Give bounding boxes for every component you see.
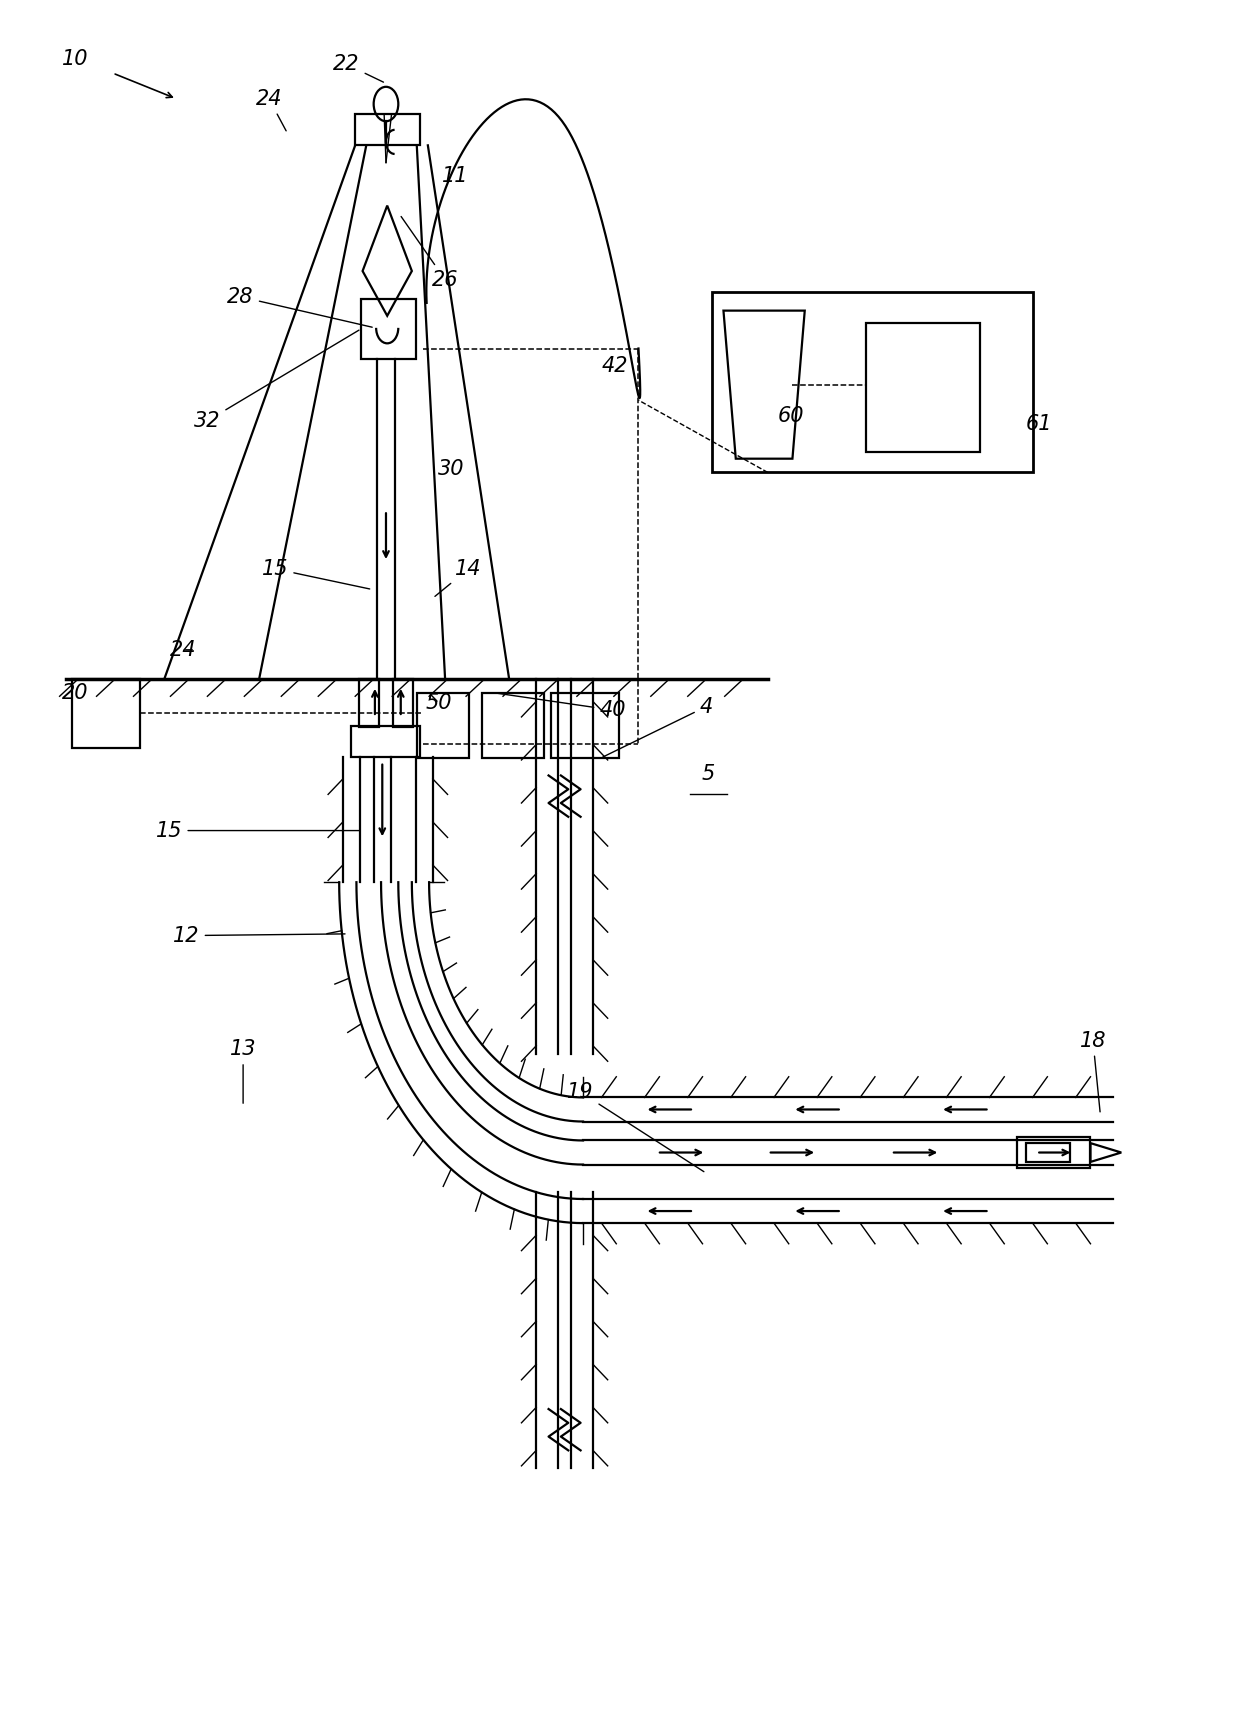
Text: 26: 26 bbox=[401, 216, 459, 289]
Bar bbox=[417, 692, 469, 758]
Text: 40: 40 bbox=[497, 694, 626, 720]
Bar bbox=[1017, 1137, 1090, 1168]
Text: 10: 10 bbox=[62, 48, 89, 69]
Bar bbox=[351, 725, 420, 756]
Text: 61: 61 bbox=[1025, 413, 1052, 434]
Bar bbox=[482, 692, 543, 758]
Bar bbox=[393, 680, 413, 727]
Bar bbox=[551, 692, 619, 758]
Text: 22: 22 bbox=[334, 54, 383, 81]
Text: 32: 32 bbox=[195, 330, 358, 431]
Bar bbox=[712, 292, 1033, 472]
Bar bbox=[361, 299, 415, 358]
Bar bbox=[72, 680, 140, 747]
Text: 30: 30 bbox=[438, 458, 465, 479]
Text: 60: 60 bbox=[777, 405, 805, 426]
Text: 20: 20 bbox=[62, 680, 89, 702]
Text: 42: 42 bbox=[601, 356, 629, 375]
Text: 5: 5 bbox=[702, 763, 715, 784]
Bar bbox=[358, 680, 378, 727]
Bar bbox=[867, 324, 980, 452]
Text: 12: 12 bbox=[174, 926, 345, 946]
Text: 13: 13 bbox=[229, 1040, 257, 1104]
Text: 24: 24 bbox=[255, 88, 286, 131]
Text: 15: 15 bbox=[156, 820, 360, 841]
Text: 4: 4 bbox=[603, 697, 713, 758]
Bar bbox=[355, 114, 420, 145]
Text: 19: 19 bbox=[568, 1083, 704, 1171]
Bar bbox=[1027, 1144, 1070, 1163]
Text: 28: 28 bbox=[227, 287, 372, 327]
Text: 24: 24 bbox=[170, 640, 196, 659]
Text: 14: 14 bbox=[435, 559, 482, 597]
Text: 15: 15 bbox=[262, 559, 370, 588]
Text: 11: 11 bbox=[441, 166, 469, 187]
Text: 50: 50 bbox=[425, 694, 453, 713]
Text: 18: 18 bbox=[1080, 1031, 1106, 1112]
